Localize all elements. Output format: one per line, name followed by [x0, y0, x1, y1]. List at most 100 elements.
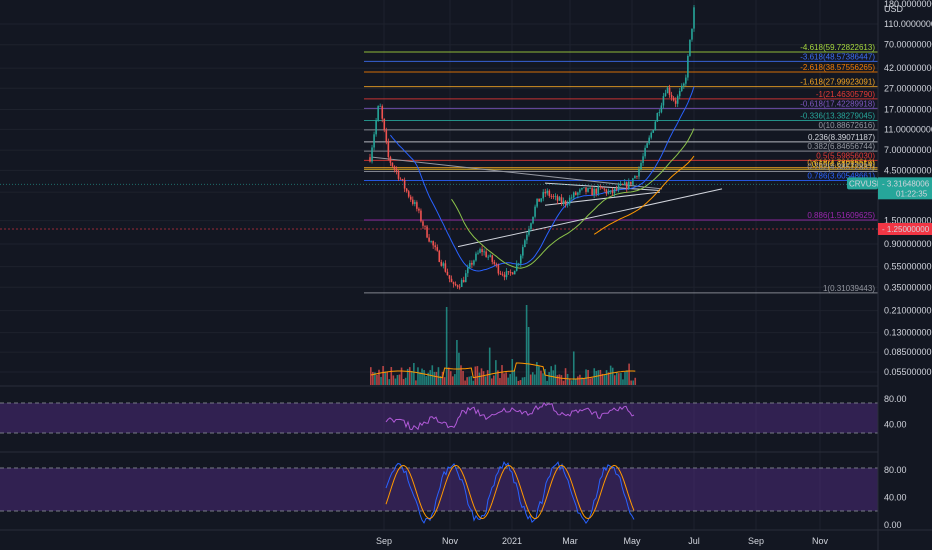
candle-body [536, 198, 538, 207]
candle-body [575, 192, 577, 195]
candle-body [526, 234, 528, 241]
candle-body [630, 181, 632, 185]
candle-body [444, 263, 447, 272]
volume-bar [495, 360, 497, 385]
candle-body [611, 190, 614, 194]
volume-bar [538, 366, 540, 385]
price-tick-label: 70.00000000 [884, 40, 932, 50]
volume-bar [443, 377, 446, 385]
fibonacci-levels: -4.618(59.72822613)-3.618(48.57386447) -2… [0, 43, 878, 294]
volume-bar [536, 362, 538, 385]
volume-bar [437, 367, 440, 385]
candle-body [464, 273, 467, 283]
fib-level-label: 0.236(8.39071187) [808, 133, 875, 142]
volume-bar [521, 377, 524, 385]
volume-bar [476, 366, 479, 385]
price-tick-label: 42.00000000 [884, 63, 932, 73]
candle-body [409, 196, 412, 200]
volume-bar [400, 367, 403, 385]
candle-body [434, 245, 437, 248]
volume-bar [529, 374, 532, 385]
volume-bar [445, 307, 448, 385]
time-tick-label: Jul [688, 536, 700, 546]
volume-bar [470, 376, 473, 385]
candle-body [642, 156, 644, 163]
price-tick-label: 17.00000000 [884, 104, 932, 114]
fib-level-label: -1.618(27.99923091) [800, 78, 875, 87]
volume-bar [583, 377, 585, 385]
volume-bar [497, 370, 499, 385]
volume-bar [605, 370, 608, 385]
volume-bar [509, 374, 511, 385]
candle-body [411, 199, 414, 204]
candle-body [632, 178, 634, 185]
volume-bar [392, 375, 395, 385]
volume-bar [441, 371, 444, 385]
candle-body [422, 221, 424, 226]
volume-bar [548, 372, 550, 385]
volume-bar [490, 378, 493, 385]
last-price-value: - 3.31648006 [882, 179, 930, 188]
volume-bar [628, 363, 630, 385]
oscillator-panes [0, 385, 932, 512]
candle-body [530, 223, 532, 230]
candle-body [479, 249, 481, 253]
candle-body [395, 168, 398, 171]
volume-bar [493, 375, 495, 385]
candle-body [685, 77, 687, 84]
candlesticks [369, 5, 695, 290]
candle-body [650, 132, 653, 138]
candle-body [538, 198, 540, 202]
candle-body [397, 170, 400, 179]
candle-body [666, 87, 669, 94]
volume-bar [456, 340, 458, 385]
candle-body [491, 255, 494, 262]
volume-bar [376, 374, 378, 385]
candle-body [623, 182, 626, 185]
volume-bar [462, 370, 464, 385]
volume-bar [423, 370, 425, 385]
candle-body [519, 255, 522, 264]
price-tick-label: 1.50000000 [884, 216, 932, 226]
candle-body [638, 169, 640, 177]
candle-body [562, 200, 565, 204]
candle-body [450, 278, 453, 283]
candle-body [603, 188, 606, 190]
candle-body [599, 186, 602, 188]
time-tick-label: Nov [812, 536, 829, 546]
oscillator-tick-label: 0.00 [884, 520, 902, 530]
time-tick-label: Nov [442, 536, 459, 546]
candle-body [656, 113, 659, 122]
price-scale-background[interactable] [878, 0, 932, 550]
oscillator-tick-label: 80.00 [884, 465, 907, 475]
volume-bar [613, 375, 616, 385]
volume-bar [564, 368, 567, 385]
volume-bar [531, 372, 534, 385]
volume-bar [411, 371, 413, 385]
volume-bars [370, 305, 637, 385]
volume-bar [417, 367, 419, 385]
candle-body [460, 280, 463, 287]
candle-body [564, 200, 567, 205]
horizontal-line-badge [878, 222, 932, 235]
price-tick-label: 11.00000000 [884, 124, 932, 134]
volume-bar [429, 370, 432, 385]
candle-body [581, 187, 583, 190]
symbol-badge-label: CRVUSD [849, 179, 883, 188]
ascending-trend-line [457, 188, 723, 248]
candle-body [517, 263, 520, 265]
candle-body [546, 190, 549, 194]
price-tick-label: 0.90000000 [884, 239, 932, 249]
ma-blue-line [390, 86, 695, 272]
candle-body [607, 191, 610, 194]
volume-bar [466, 377, 468, 385]
candle-body [503, 274, 506, 278]
volume-bar [484, 376, 487, 385]
volume-bar [452, 376, 454, 385]
volume-bar [554, 364, 557, 385]
candle-body [674, 100, 677, 104]
candle-body [577, 192, 579, 195]
oscillator-band [0, 403, 878, 433]
